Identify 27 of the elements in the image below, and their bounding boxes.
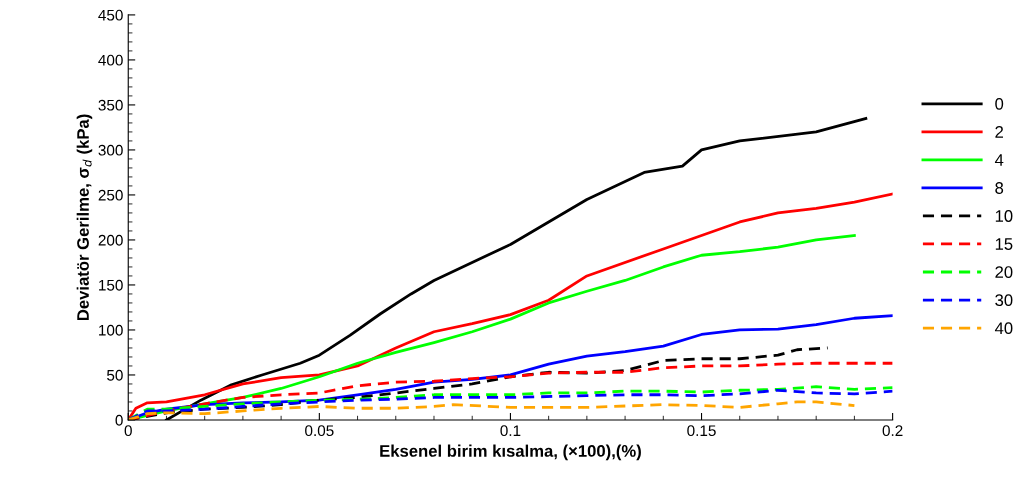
line-series	[128, 400, 856, 420]
y-tick-label: 400	[98, 54, 123, 66]
y-tick-label: 100	[99, 324, 123, 336]
y-tick-label: 300	[98, 144, 123, 156]
legend-label: 20	[995, 266, 1013, 278]
legend-label: 10	[995, 210, 1013, 222]
y-tick-label: 0	[115, 414, 123, 426]
y-tick-label: 150	[99, 279, 123, 291]
x-tick-label: 0.15	[687, 425, 716, 437]
y-tick-label: 350	[98, 99, 123, 111]
y-tick-label: 50	[107, 369, 123, 381]
legend-label: 30	[995, 294, 1013, 307]
legend-label: 8	[995, 182, 1004, 194]
x-axis-title: Eksenel birim kısalma, (×100),(%)	[380, 444, 641, 461]
legend-label: 2	[995, 126, 1004, 138]
x-tick-label: 0.05	[305, 425, 334, 437]
x-tick-label: 0.1	[500, 425, 521, 437]
legend-label: 0	[995, 97, 1004, 110]
x-tick-label: 0	[124, 425, 132, 437]
x-tick-label: 0.2	[882, 425, 903, 437]
legend-label: 4	[994, 154, 1004, 166]
y-tick-label: 250	[98, 189, 123, 201]
legend-label: 40	[994, 322, 1013, 335]
y-tick-label: 450	[98, 9, 123, 21]
y-tick-label: 200	[98, 234, 123, 246]
legend-label: 15	[995, 238, 1013, 250]
y-axis-title: Deviatör Gerilme, σ$_{d}$ (kPa)	[76, 114, 93, 321]
